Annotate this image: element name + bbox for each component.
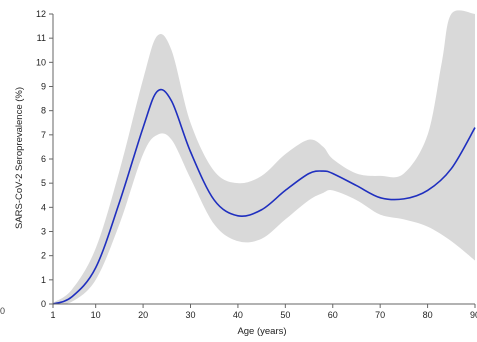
y-tick-label: 2 — [41, 251, 46, 261]
y-tick-label: 9 — [41, 82, 46, 92]
stray-tick-label: 0 — [0, 306, 6, 316]
x-tick-label: 70 — [375, 310, 385, 320]
y-tick-label: 11 — [37, 33, 46, 43]
x-tick-label: 10 — [91, 310, 101, 320]
x-tick-label: 30 — [185, 310, 195, 320]
x-axis-title: Age (years) — [237, 326, 286, 337]
confidence-band-layer — [53, 10, 475, 305]
y-tick-label: 8 — [41, 106, 46, 116]
y-tick-label: 12 — [36, 9, 46, 19]
y-tick-label: 4 — [41, 202, 46, 212]
x-tick-label: 60 — [328, 310, 338, 320]
estimate-line-layer — [52, 88, 476, 305]
x-tick-label: 20 — [138, 310, 148, 320]
y-tick-label: 6 — [41, 154, 46, 164]
x-tick-label: 50 — [280, 310, 290, 320]
y-tick-label: 5 — [41, 178, 46, 188]
confidence-band — [53, 10, 475, 305]
x-tick-label: 40 — [233, 310, 243, 320]
y-tick-label: 1 — [41, 275, 46, 285]
y-tick-label: 3 — [41, 227, 46, 237]
y-axis-title: SARS-CoV-2 Seroprevalence (%) — [14, 87, 25, 229]
x-tick-label: 1 — [50, 310, 55, 320]
x-tick-label: 90 — [470, 310, 477, 320]
y-tick-label: 0 — [41, 299, 46, 309]
y-tick-label: 7 — [41, 130, 46, 140]
x-tick-label: 80 — [423, 310, 433, 320]
axes: 01234567891011121102030405060708090 — [36, 9, 477, 320]
seroprevalence-line — [52, 88, 476, 305]
y-tick-label: 10 — [36, 57, 46, 67]
